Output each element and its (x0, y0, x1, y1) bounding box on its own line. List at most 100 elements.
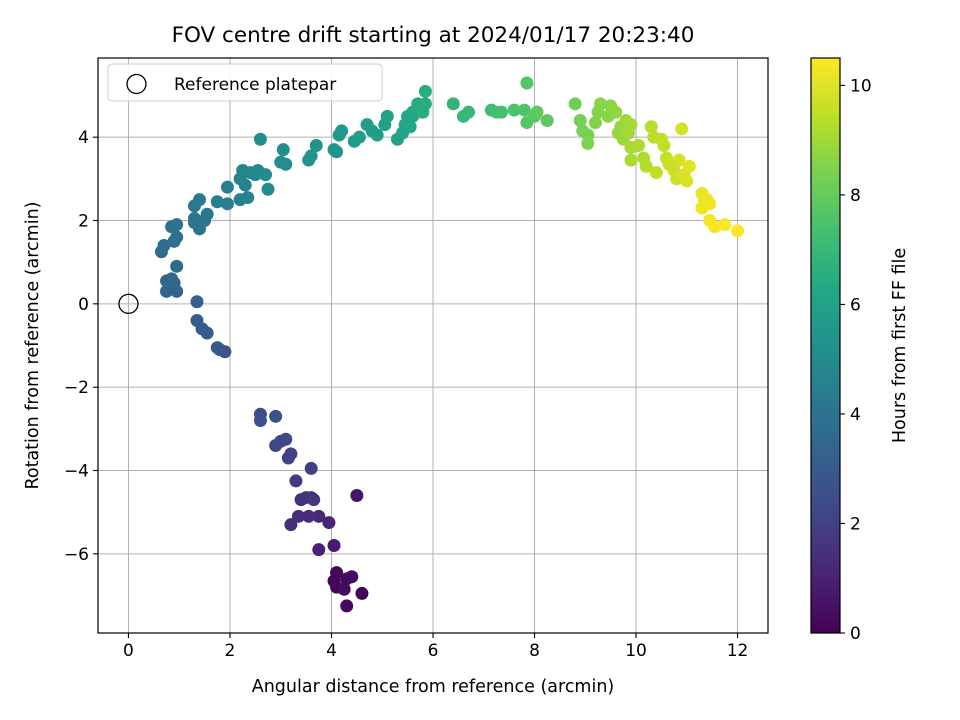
scatter-point (281, 451, 295, 465)
colorbar-tick-label: 8 (850, 186, 861, 206)
y-tick-label: −2 (64, 378, 89, 398)
scatter-point (327, 539, 341, 552)
scatter-point (259, 168, 272, 182)
scatter-point (418, 97, 432, 111)
scatter-point (403, 120, 417, 134)
scatter-point (718, 218, 732, 232)
scatter-point (649, 166, 663, 180)
colorbar-ticks: 0 2 4 6 8 10 (840, 76, 872, 644)
scatter-point (355, 586, 369, 600)
y-tick-label: 2 (78, 212, 89, 232)
scatter-point (624, 153, 638, 167)
scatter-point (304, 461, 318, 475)
scatter-point (284, 518, 298, 532)
scatter-point (731, 224, 745, 238)
scatter-point (446, 97, 460, 111)
y-tick-label: 0 (78, 295, 89, 315)
y-axis: −6 −4 −2 0 2 4 (64, 128, 98, 565)
scatter-point (609, 105, 623, 119)
scatter-point (269, 409, 283, 423)
colorbar-label: Hours from first FF file (890, 248, 910, 443)
scatter-point (703, 197, 717, 211)
x-axis-label: Angular distance from reference (arcmin) (252, 677, 615, 697)
scatter-point (160, 274, 174, 288)
scatter-point (675, 122, 689, 136)
scatter-points (154, 76, 745, 613)
scatter-point (302, 509, 316, 523)
legend-reference-marker (126, 73, 147, 95)
scatter-point (279, 432, 293, 446)
scatter-point (220, 197, 234, 211)
scatter-point (657, 139, 671, 152)
x-tick-label: 10 (625, 641, 647, 661)
scatter-point (708, 220, 722, 234)
scatter-point (309, 139, 323, 152)
scatter-point (340, 599, 354, 613)
x-tick-label: 8 (529, 641, 540, 661)
legend-box (107, 63, 383, 102)
x-tick-label: 6 (428, 641, 439, 661)
scatter-point (632, 139, 646, 152)
scatter-point (418, 84, 432, 98)
y-tick-label: −6 (64, 545, 89, 565)
scatter-point (462, 105, 476, 119)
scatter-point (160, 284, 174, 298)
x-tick-label: 2 (225, 641, 236, 661)
scatter-point (279, 157, 293, 171)
scatter-point (276, 143, 290, 157)
scatter-point (170, 259, 184, 273)
scatter-point (495, 105, 509, 119)
scatter-point (220, 180, 234, 194)
scatter-point (190, 295, 204, 309)
scatter-point (345, 570, 359, 584)
scatter-point (312, 543, 326, 557)
scatter-point (672, 153, 686, 167)
scatter-point (350, 489, 364, 502)
x-tick-label: 12 (727, 641, 749, 661)
scatter-point (170, 218, 184, 232)
scatter-point (573, 114, 587, 127)
scatter-point (261, 182, 275, 196)
scatter-point (210, 341, 224, 355)
scatter-point (520, 76, 534, 90)
scatter-point (581, 136, 595, 150)
scatter-point (507, 103, 521, 117)
scatter-point (639, 159, 653, 173)
colorbar-frame (810, 57, 841, 634)
scatter-point (170, 230, 184, 244)
scatter-point (568, 97, 582, 111)
colorbar-tick-label: 2 (850, 514, 861, 534)
chart-title: FOV centre drift starting at 2024/01/17 … (172, 23, 695, 48)
scatter-point (380, 109, 394, 123)
legend-entry-reference-platepar: Reference platepar (174, 75, 336, 95)
scatter-point (644, 120, 658, 134)
colorbar-tick-label: 10 (850, 76, 872, 96)
colorbar-gradient (811, 58, 840, 633)
scatter-point (594, 97, 607, 111)
plot-area: 0 2 4 6 8 10 12 −6 −4 −2 0 2 4 (64, 57, 769, 661)
scatter-point (530, 105, 544, 119)
scatter-point (335, 124, 349, 138)
scatter-point (352, 130, 366, 144)
scatter-point (187, 211, 201, 225)
scatter-point (588, 116, 602, 130)
scatter-point (312, 509, 326, 523)
legend: Reference platepar (107, 63, 383, 102)
colorbar-tick-label: 0 (850, 624, 861, 644)
scatter-point (540, 114, 554, 127)
reference-platepar-marker (118, 293, 139, 314)
colorbar-tick-label: 6 (850, 295, 861, 315)
x-tick-label: 0 (123, 641, 134, 661)
scatter-point (193, 193, 207, 207)
scatter-point (624, 118, 638, 132)
scatter-point (289, 474, 303, 488)
scatter-point (680, 174, 694, 188)
scatter-point (307, 493, 321, 507)
scatter-point (327, 143, 341, 157)
scatter-point (322, 516, 336, 530)
scatter-point (337, 582, 351, 596)
scatter-point (190, 314, 204, 327)
x-tick-label: 4 (326, 641, 337, 661)
